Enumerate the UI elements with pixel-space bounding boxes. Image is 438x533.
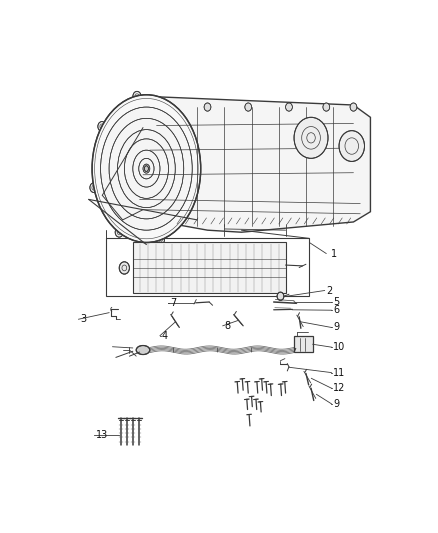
Text: 1: 1 <box>332 248 338 259</box>
Circle shape <box>119 262 130 274</box>
Ellipse shape <box>92 95 201 243</box>
Text: 9: 9 <box>333 322 339 333</box>
Circle shape <box>277 292 284 301</box>
Ellipse shape <box>339 131 364 161</box>
Circle shape <box>286 103 293 111</box>
Text: 2: 2 <box>326 286 332 295</box>
Ellipse shape <box>139 158 154 179</box>
Circle shape <box>245 103 251 111</box>
Ellipse shape <box>124 139 169 198</box>
Text: 8: 8 <box>224 321 230 331</box>
Circle shape <box>133 91 141 101</box>
Text: 5: 5 <box>333 297 339 307</box>
Text: 3: 3 <box>80 314 86 324</box>
Ellipse shape <box>143 164 150 173</box>
Text: 4: 4 <box>162 330 168 341</box>
Circle shape <box>90 183 98 192</box>
Text: 6: 6 <box>333 305 339 315</box>
Circle shape <box>108 117 114 124</box>
Ellipse shape <box>109 118 184 219</box>
Circle shape <box>179 213 185 220</box>
Text: 12: 12 <box>333 383 346 393</box>
Text: 11: 11 <box>333 368 345 377</box>
Circle shape <box>115 227 124 237</box>
Ellipse shape <box>133 150 160 187</box>
Circle shape <box>350 103 357 111</box>
Ellipse shape <box>145 166 148 172</box>
Circle shape <box>156 235 165 245</box>
Circle shape <box>204 103 211 111</box>
Circle shape <box>173 103 182 114</box>
Circle shape <box>323 103 330 111</box>
Ellipse shape <box>101 107 192 230</box>
Polygon shape <box>133 243 286 293</box>
Circle shape <box>108 213 114 220</box>
Text: 9: 9 <box>333 399 339 409</box>
Bar <box>294 336 313 352</box>
Circle shape <box>98 122 106 132</box>
Text: 7: 7 <box>170 298 177 308</box>
Circle shape <box>195 144 203 155</box>
Ellipse shape <box>136 345 150 354</box>
Circle shape <box>187 206 195 216</box>
Ellipse shape <box>117 130 175 207</box>
Polygon shape <box>123 97 371 232</box>
Text: 10: 10 <box>333 342 345 352</box>
Ellipse shape <box>294 117 328 158</box>
Circle shape <box>163 103 170 111</box>
Circle shape <box>179 117 185 124</box>
Text: 13: 13 <box>95 430 108 440</box>
